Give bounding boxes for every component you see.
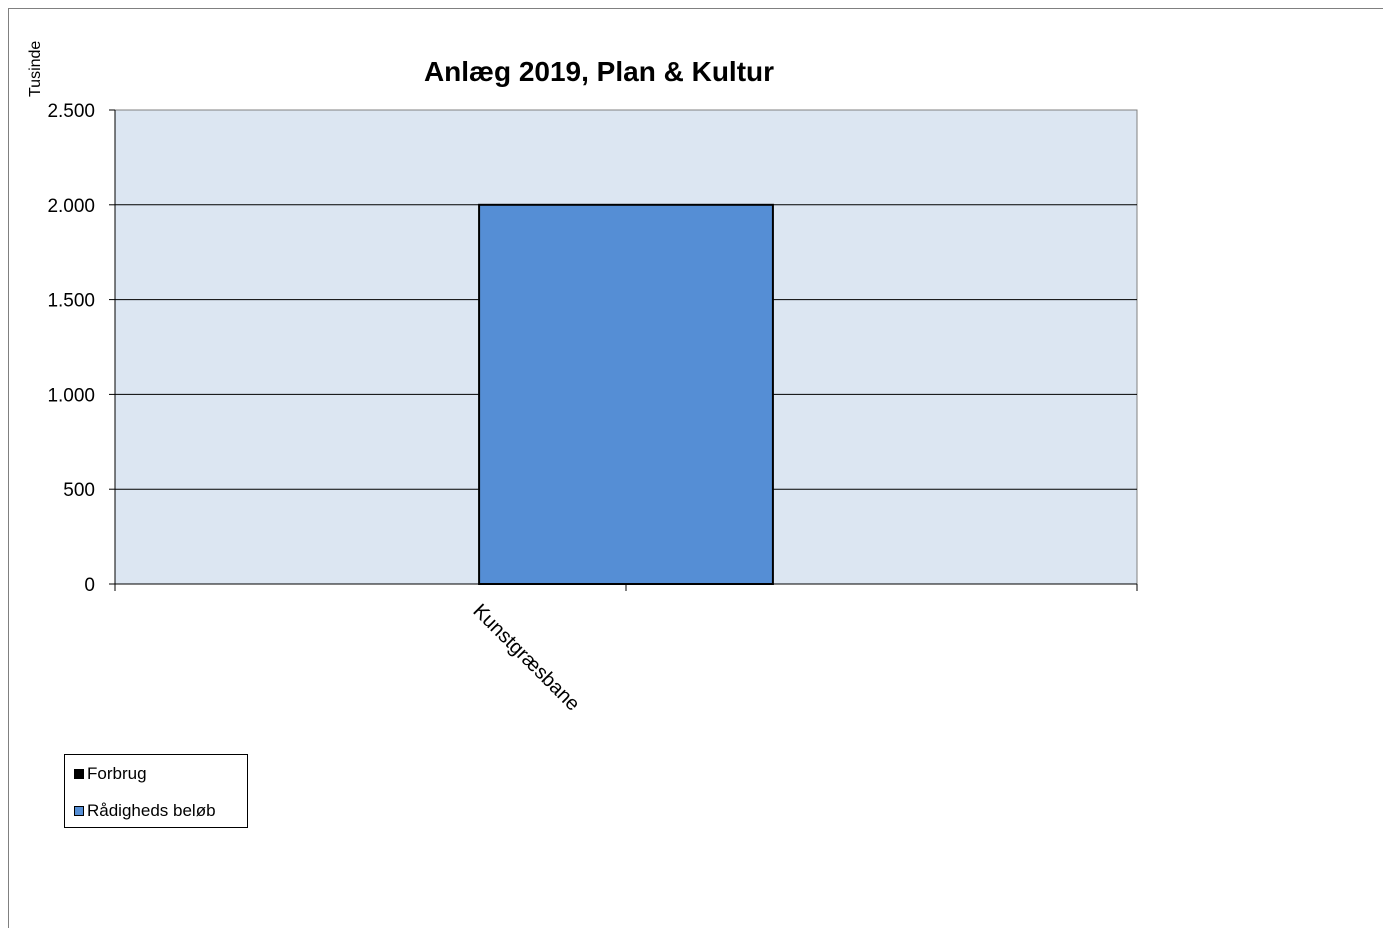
x-tick-label: Kunstgræsbane <box>468 600 583 715</box>
legend-label-radigheds-belob: Rådigheds beløb <box>87 801 216 820</box>
y-tick-label: 2.000 <box>47 196 95 217</box>
x-tick-labels: Kunstgræsbane <box>468 600 583 715</box>
legend-swatch-radigheds-belob <box>74 805 84 816</box>
legend-swatch-forbrug <box>74 768 84 779</box>
y-tick-label: 2.500 <box>47 101 95 122</box>
legend-item-forbrug: Forbrug <box>74 764 147 784</box>
y-tick-label: 1.500 <box>47 291 95 312</box>
bar <box>478 203 774 586</box>
y-tick-label: 500 <box>63 480 95 501</box>
chart-title: Anlæg 2019, Plan & Kultur <box>424 56 774 87</box>
y-tick-label: 1.000 <box>47 385 95 406</box>
y-tick-labels: 0 500 1.000 1.500 2.000 2.500 <box>47 101 95 596</box>
y-tick-label: 0 <box>84 575 95 596</box>
axes <box>109 109 1138 591</box>
bars <box>478 203 774 586</box>
legend-label-forbrug: Forbrug <box>87 764 147 783</box>
unit-label: Tusinde <box>27 41 44 97</box>
legend: Forbrug Rådigheds beløb <box>64 754 248 828</box>
chart-frame <box>8 8 1383 928</box>
legend-item-radigheds-belob: Rådigheds beløb <box>74 801 216 821</box>
